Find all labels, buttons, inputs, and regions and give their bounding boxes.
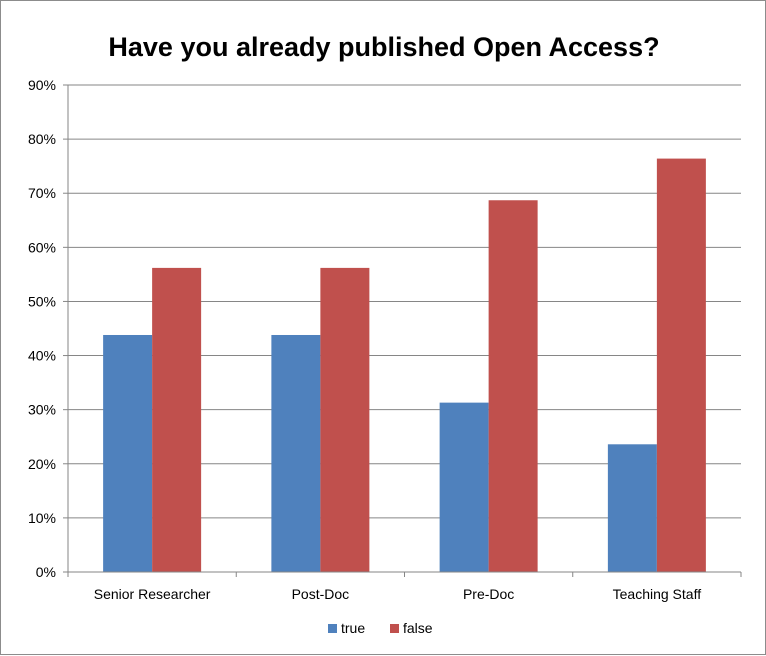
legend-label-true: true: [341, 620, 365, 636]
bar-false-pre-doc: [488, 200, 538, 573]
x-axis-ticks: Senior Researcher Post-Doc Pre-Doc Teaching…: [67, 572, 742, 602]
bar-true-teaching-staff: [607, 444, 657, 572]
bar-false-senior-researcher: [152, 267, 202, 572]
bar-false-teaching-staff: [656, 158, 706, 572]
y-tick-label: 40%: [28, 348, 56, 364]
y-tick-label: 10%: [28, 510, 56, 526]
bar-false-post-doc: [320, 267, 370, 572]
legend: true false: [328, 620, 433, 636]
x-tick-label: Pre-Doc: [463, 586, 514, 602]
y-axis-ticks: 0% 10% 20% 30% 40% 50% 60% 70% 80% 90%: [28, 77, 68, 580]
x-tick-label: Teaching Staff: [613, 586, 702, 602]
chart-title: Have you already published Open Access?: [108, 32, 659, 62]
legend-swatch-true: [328, 624, 337, 633]
bars: [103, 158, 706, 573]
y-tick-label: 30%: [28, 402, 56, 418]
legend-label-false: false: [403, 620, 433, 636]
y-tick-label: 20%: [28, 456, 56, 472]
bar-true-pre-doc: [439, 402, 489, 572]
y-tick-label: 0%: [36, 564, 56, 580]
legend-swatch-false: [390, 624, 399, 633]
y-tick-label: 50%: [28, 293, 56, 309]
bar-true-senior-researcher: [103, 334, 153, 572]
x-tick-label: Post-Doc: [292, 586, 350, 602]
y-tick-label: 60%: [28, 239, 56, 255]
bar-true-post-doc: [271, 334, 321, 572]
x-tick-label: Senior Researcher: [94, 586, 211, 602]
y-tick-label: 70%: [28, 185, 56, 201]
y-tick-label: 80%: [28, 131, 56, 147]
y-tick-label: 90%: [28, 77, 56, 93]
